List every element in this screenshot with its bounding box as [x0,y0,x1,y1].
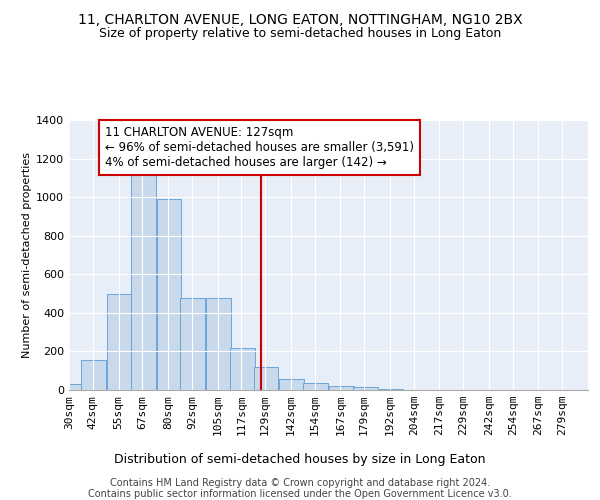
Text: Distribution of semi-detached houses by size in Long Eaton: Distribution of semi-detached houses by … [114,452,486,466]
Bar [181,298,205,390]
Bar [131,168,155,390]
Bar [230,348,255,390]
Text: Contains HM Land Registry data © Crown copyright and database right 2024.: Contains HM Land Registry data © Crown c… [110,478,490,488]
Bar [254,367,278,390]
Text: Contains public sector information licensed under the Open Government Licence v3: Contains public sector information licen… [88,489,512,499]
Bar [303,383,328,390]
Bar [379,389,403,390]
Bar [329,386,354,390]
Bar [82,360,106,390]
Y-axis label: Number of semi-detached properties: Number of semi-detached properties [22,152,32,358]
Bar [58,384,82,390]
Bar [107,294,132,390]
Bar [157,199,181,390]
Text: 11, CHARLTON AVENUE, LONG EATON, NOTTINGHAM, NG10 2BX: 11, CHARLTON AVENUE, LONG EATON, NOTTING… [77,12,523,26]
Bar [353,387,377,390]
Bar [206,298,231,390]
Bar [280,380,304,390]
Text: Size of property relative to semi-detached houses in Long Eaton: Size of property relative to semi-detach… [99,28,501,40]
Text: 11 CHARLTON AVENUE: 127sqm
← 96% of semi-detached houses are smaller (3,591)
4% : 11 CHARLTON AVENUE: 127sqm ← 96% of semi… [104,126,413,169]
